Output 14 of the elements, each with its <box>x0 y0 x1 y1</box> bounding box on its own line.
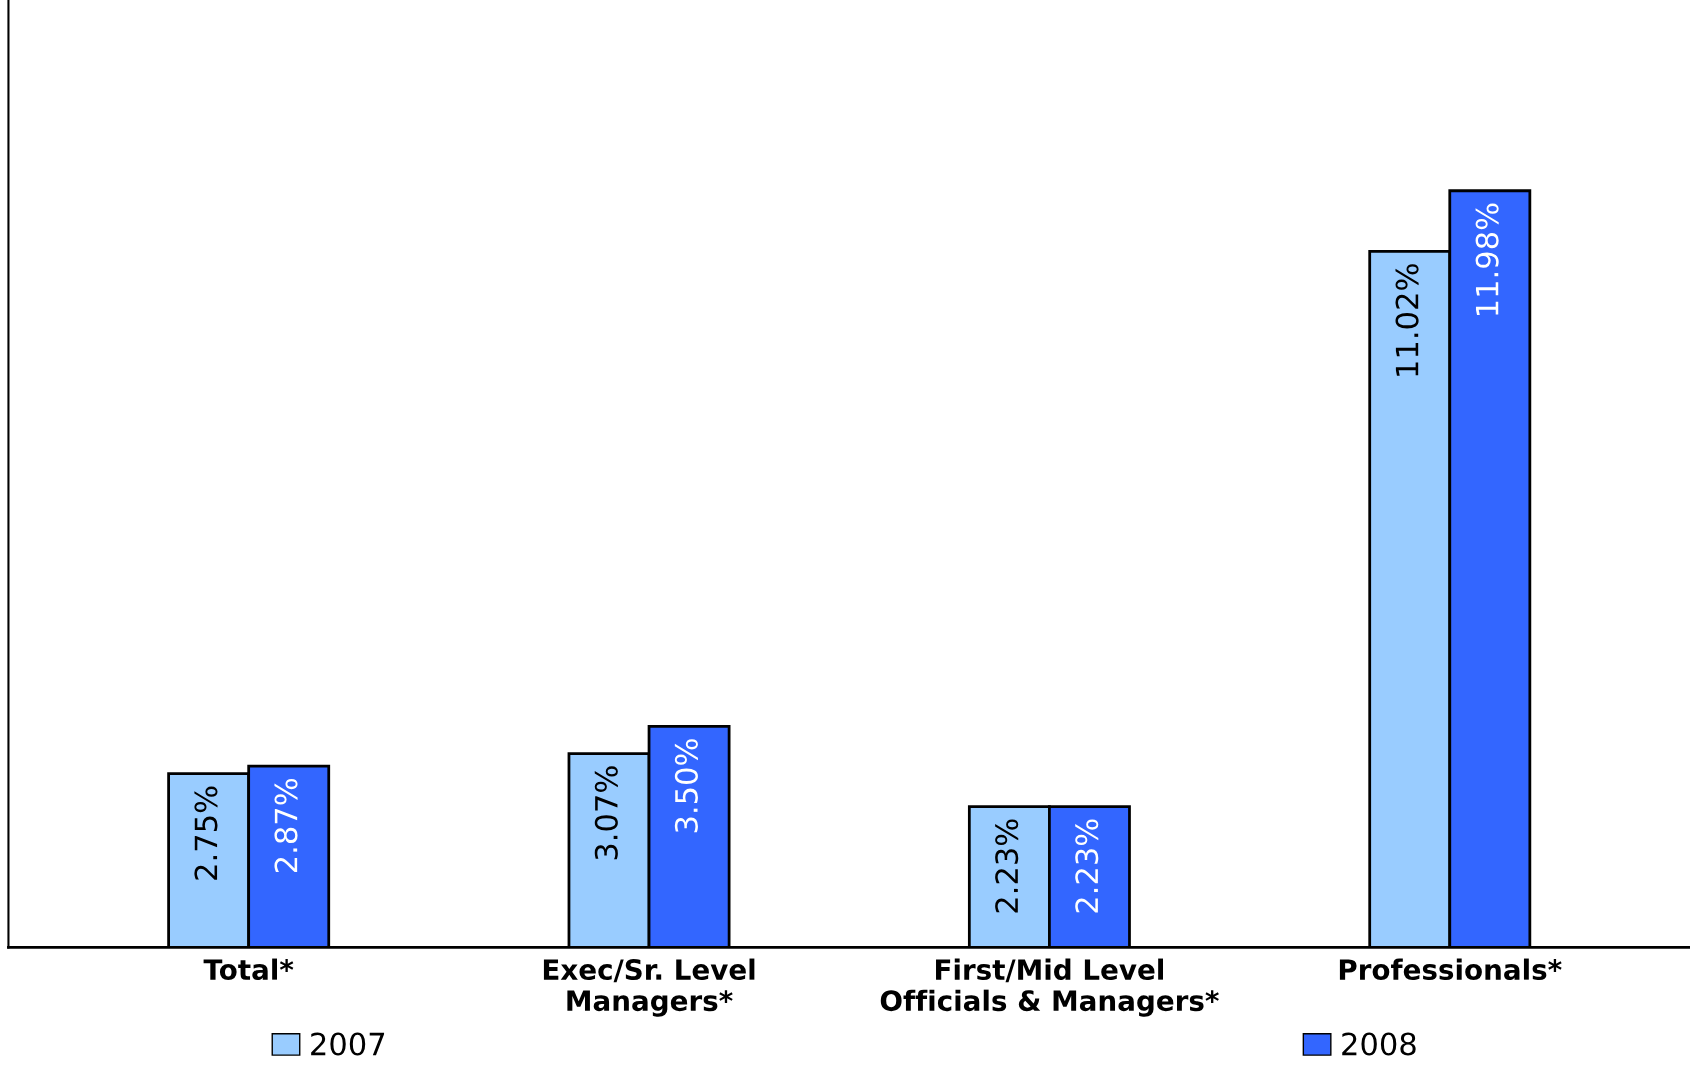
data-label: 2.87% <box>274 778 298 873</box>
data-label: 11.02% <box>1395 264 1419 376</box>
data-label: 2.23% <box>1075 819 1099 913</box>
x-tick-label: Professionals* <box>1339 958 1562 981</box>
data-label: 2.75% <box>194 786 218 880</box>
x-tick-label: First/Mid Level Officials & Managers* <box>880 958 1219 1017</box>
x-tick-label: Exec/Sr. Level Managers* <box>543 958 755 1017</box>
data-label: 2.23% <box>995 819 1019 913</box>
data-label: 3.50% <box>674 739 698 833</box>
x-tick-label: Total* <box>203 958 294 981</box>
data-label: 3.07% <box>594 766 618 860</box>
data-label: 11.98% <box>1475 203 1499 316</box>
legend-label: 2008 <box>1342 1032 1416 1056</box>
legend-label: 2007 <box>311 1032 385 1056</box>
